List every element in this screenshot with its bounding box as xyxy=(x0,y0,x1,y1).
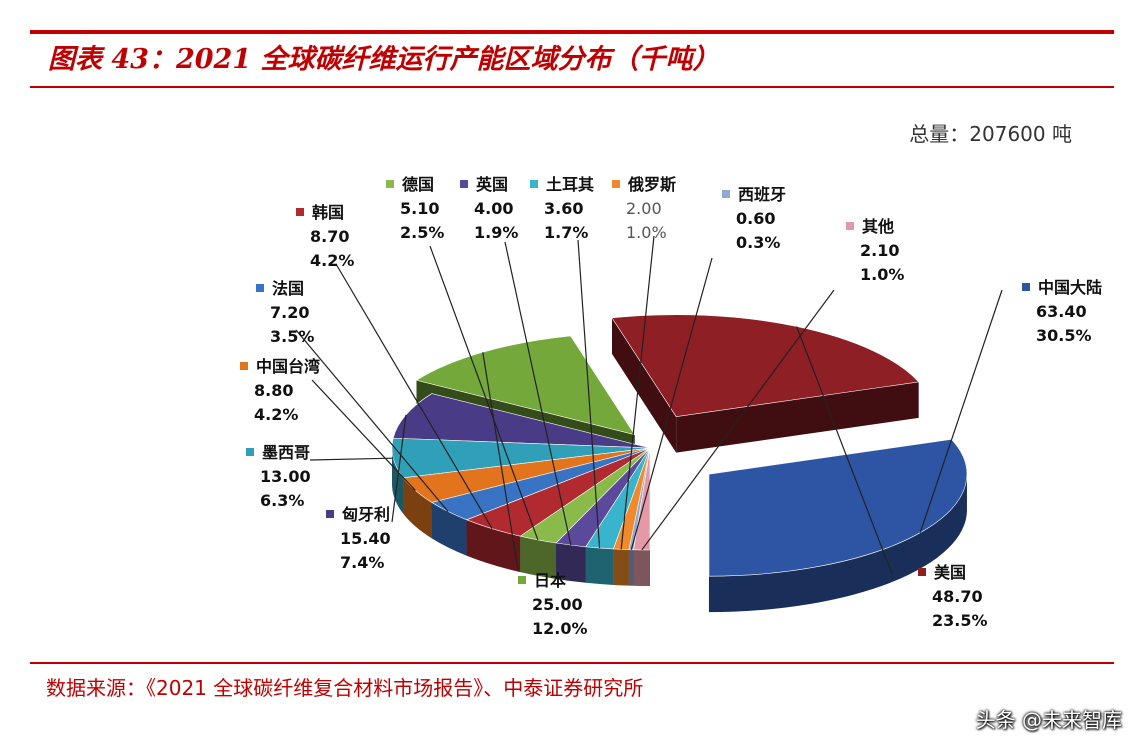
title-rule xyxy=(30,86,1114,88)
slice-percent-label: 23.5% xyxy=(932,611,988,630)
slice-value-label: 3.60 xyxy=(544,199,583,218)
leader-line xyxy=(504,241,572,546)
slice-value-label: 13.00 xyxy=(260,467,311,486)
slice-percent-label: 12.0% xyxy=(532,619,588,638)
slice-outer-face xyxy=(520,536,557,580)
slice-outer-face xyxy=(633,549,650,586)
slice-value-label: 63.40 xyxy=(1036,302,1087,321)
legend-swatch xyxy=(256,284,264,292)
slice-outer-face xyxy=(613,548,629,586)
leader-line xyxy=(641,289,835,551)
slice-percent-label: 2.5% xyxy=(400,223,444,242)
slice-outer-face xyxy=(585,546,614,585)
slice-percent-label: 7.4% xyxy=(340,553,384,572)
legend-swatch xyxy=(518,576,526,584)
slice-name-label: 韩国 xyxy=(312,203,344,222)
slice-value-label: 48.70 xyxy=(932,587,983,606)
slice-value-label: 0.60 xyxy=(736,209,775,228)
slice-percent-label: 4.2% xyxy=(310,251,354,270)
legend-swatch xyxy=(612,180,620,188)
slice-name-label: 日本 xyxy=(534,571,566,590)
leader-line xyxy=(796,326,893,575)
slice-percent-label: 30.5% xyxy=(1036,326,1092,345)
legend-swatch xyxy=(460,180,468,188)
slice-radial-face xyxy=(612,317,677,453)
slice-value-label: 15.40 xyxy=(340,529,391,548)
slice-name-label: 德国 xyxy=(402,175,434,194)
bottom-rule xyxy=(30,662,1114,664)
leader-line xyxy=(919,289,1003,533)
legend-swatch xyxy=(846,222,854,230)
legend-swatch xyxy=(1022,283,1030,291)
legend-swatch xyxy=(326,510,334,518)
slice-outer-face xyxy=(556,543,586,583)
slice-name-label: 西班牙 xyxy=(738,185,786,204)
slice-percent-label: 3.5% xyxy=(270,327,314,346)
top-rule xyxy=(30,30,1114,34)
slice-value-label: 25.00 xyxy=(532,595,583,614)
chart-title: 图表 43：2021 全球碳纤维运行产能区域分布（千吨） xyxy=(48,44,720,75)
legend-swatch xyxy=(246,448,254,456)
slice-name-label: 中国大陆 xyxy=(1038,278,1102,297)
slice-name-label: 墨西哥 xyxy=(262,443,310,462)
slice-percent-label: 1.7% xyxy=(544,223,588,242)
leader-line xyxy=(391,414,407,523)
slice-percent-label: 1.9% xyxy=(474,223,518,242)
slice-value-label: 2.00 xyxy=(626,199,662,218)
slice-name-label: 中国台湾 xyxy=(256,357,320,376)
slice-name-label: 其他 xyxy=(862,217,894,236)
slice-percent-label: 4.2% xyxy=(254,405,298,424)
leader-line xyxy=(482,352,519,571)
legend-swatch xyxy=(386,180,394,188)
legend-swatch xyxy=(530,180,538,188)
leader-line xyxy=(429,245,539,541)
leader-line xyxy=(630,257,713,550)
slice-name-label: 俄罗斯 xyxy=(627,175,676,194)
leader-line xyxy=(311,379,416,491)
slice-name-label: 土耳其 xyxy=(546,175,594,194)
slice-value-label: 8.80 xyxy=(254,381,293,400)
slice-percent-label: 6.3% xyxy=(260,491,304,510)
slice-percent-label: 0.3% xyxy=(736,233,780,252)
slice-outer-face xyxy=(708,474,967,613)
slice-percent-label: 1.0% xyxy=(626,223,667,242)
watermark: 头条 @未来智库 xyxy=(975,708,1122,732)
slice-outer-face xyxy=(431,502,467,556)
slice-outer-face xyxy=(403,477,432,539)
slice-radial-face xyxy=(676,381,919,453)
slice-name-label: 匈牙利 xyxy=(341,505,390,524)
slice-name-label: 美国 xyxy=(934,563,966,582)
slice-outer-face xyxy=(628,549,634,586)
leader-line xyxy=(309,457,394,461)
source-note: 数据来源：《2021 全球碳纤维复合材料市场报告》、中泰证券研究所 xyxy=(46,676,644,700)
slice-percent-label: 1.0% xyxy=(860,265,904,284)
pie-tops xyxy=(391,314,968,577)
slice-value-label: 7.20 xyxy=(270,303,309,322)
total-capacity-label: 总量：207600 吨 xyxy=(909,122,1072,146)
leader-line xyxy=(295,329,449,512)
legend-swatch xyxy=(296,208,304,216)
slice-value-label: 5.10 xyxy=(400,199,439,218)
slice-value-label: 2.10 xyxy=(860,241,899,260)
leader-line xyxy=(620,235,655,550)
slice-name-label: 英国 xyxy=(475,175,508,194)
slice-value-label: 4.00 xyxy=(474,199,513,218)
pie-labels: 中国大陆 63.40 30.5% 美国 48.70 23.5% 日本 25.00 12.0% 匈牙… xyxy=(240,175,1102,638)
leader-line xyxy=(335,263,493,529)
leader-line xyxy=(577,239,601,549)
legend-swatch xyxy=(240,362,248,370)
legend-swatch xyxy=(918,568,926,576)
legend-swatch xyxy=(722,190,730,198)
slice-value-label: 8.70 xyxy=(310,227,349,246)
slice-中国大陆 xyxy=(708,439,968,577)
slice-name-label: 法国 xyxy=(272,279,304,298)
